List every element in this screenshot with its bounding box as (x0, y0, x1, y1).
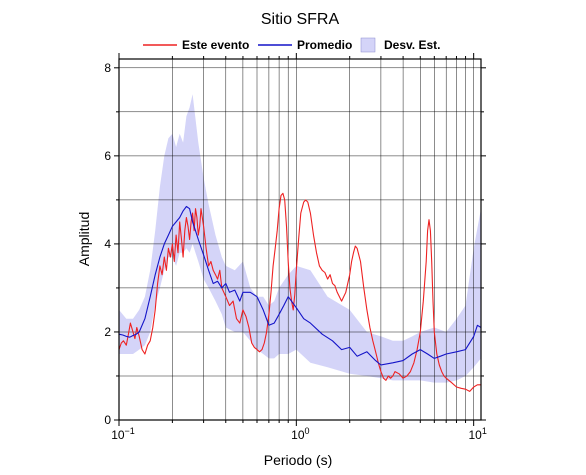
series-line-promedio (118, 205, 482, 366)
series-line-este-evento (118, 192, 481, 392)
legend: Este evento Promedio Desv. Est. (143, 37, 440, 53)
legend-label-promedio: Promedio (297, 38, 352, 52)
x-axis-label: Periodo (s) (264, 452, 332, 468)
y-tick-label: 8 (104, 61, 111, 75)
x-tick-label: 101 (468, 426, 486, 442)
legend-swatch-desv-est (360, 37, 376, 53)
y-tick-label: 6 (104, 149, 111, 163)
legend-label-este-evento: Este evento (182, 38, 249, 52)
plot-frame (118, 58, 482, 421)
std-dev-band (119, 94, 481, 383)
y-tick-label: 4 (104, 237, 111, 251)
x-tick-label: 10−1 (111, 426, 135, 442)
x-tick-label: 100 (291, 426, 309, 442)
y-tick-label: 0 (104, 413, 111, 427)
y-axis-label: Amplitud (76, 212, 92, 266)
y-tick-label: 2 (104, 325, 111, 339)
legend-label-desv-est: Desv. Est. (384, 38, 440, 52)
chart-title: Sitio SFRA (261, 11, 340, 28)
